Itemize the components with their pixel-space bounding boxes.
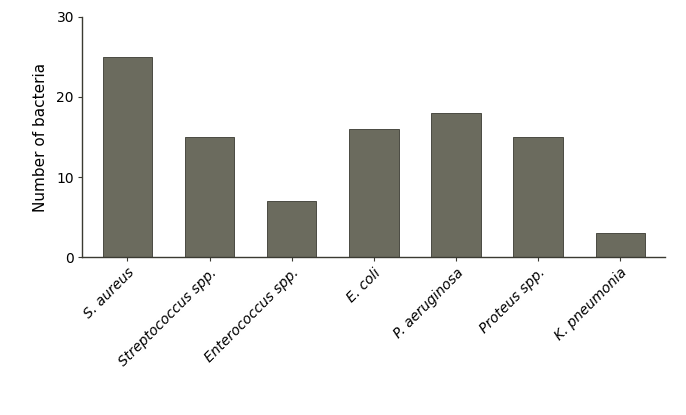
Bar bbox=[185, 137, 234, 257]
Bar bbox=[431, 113, 481, 257]
Y-axis label: Number of bacteria: Number of bacteria bbox=[33, 62, 48, 212]
Bar bbox=[595, 233, 645, 257]
Bar bbox=[514, 137, 563, 257]
Bar bbox=[267, 201, 316, 257]
Bar bbox=[103, 57, 152, 257]
Bar bbox=[349, 129, 399, 257]
